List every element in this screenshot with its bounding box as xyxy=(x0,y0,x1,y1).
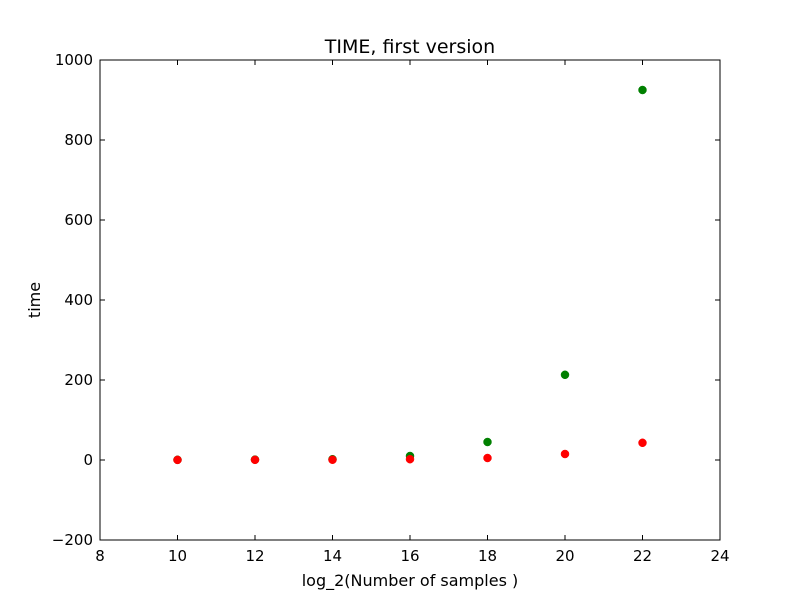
data-point-series-2 xyxy=(405,454,415,464)
data-point-series-2 xyxy=(328,455,337,465)
y-tick-label: 200 xyxy=(64,371,93,389)
y-tick-label: 0 xyxy=(83,451,93,469)
plot-frame xyxy=(99,59,721,541)
data-point-series-2 xyxy=(560,449,570,459)
data-point-series-1 xyxy=(638,85,647,95)
x-tick-label: 14 xyxy=(323,547,342,565)
data-point-series-2 xyxy=(638,438,647,448)
tick-labels: 8 10 12 14 16 18 20 22 24 −200 0 200 400 600 800 1000 xyxy=(52,51,730,565)
data-points xyxy=(173,85,647,465)
chart-title: TIME, first version xyxy=(324,36,495,58)
y-tick-label: 1000 xyxy=(55,51,93,69)
x-tick-label: 8 xyxy=(95,547,105,565)
x-tick-label: 20 xyxy=(555,547,574,565)
x-tick-label: 18 xyxy=(478,547,497,565)
x-tick-label: 12 xyxy=(245,547,264,565)
x-tick-label: 10 xyxy=(168,547,187,565)
x-axis-label: log_2(Number of samples ) xyxy=(302,571,519,591)
y-axis-label: time xyxy=(25,282,44,318)
y-tick-label: −200 xyxy=(52,531,93,549)
x-tick-label: 22 xyxy=(633,547,652,565)
data-point-series-2 xyxy=(483,453,492,463)
data-point-series-2 xyxy=(250,455,260,465)
x-tick-label: 16 xyxy=(400,547,419,565)
y-tick-label: 600 xyxy=(64,211,93,229)
data-point-series-1 xyxy=(560,370,570,380)
y-tick-label: 800 xyxy=(64,131,93,149)
y-tick-label: 400 xyxy=(64,291,93,309)
data-point-series-1 xyxy=(483,437,492,447)
x-tick-label: 24 xyxy=(710,547,729,565)
data-point-series-2 xyxy=(173,455,182,465)
